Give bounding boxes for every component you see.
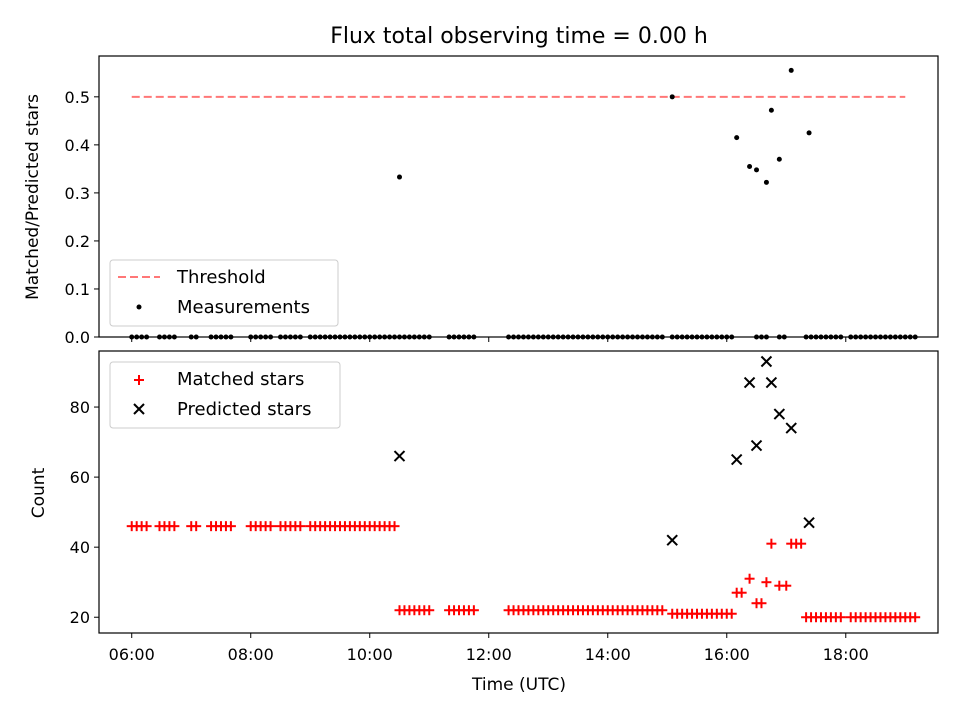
matched-star-point xyxy=(835,612,846,623)
matched-star-point xyxy=(756,598,767,609)
legend-predicted-label: Predicted stars xyxy=(177,399,311,420)
measurement-point xyxy=(788,67,794,73)
predicted-star-point xyxy=(773,408,786,420)
x-tick-label: 16:00 xyxy=(704,645,750,664)
top-x-ticks xyxy=(131,337,847,342)
bottom-panel: Count Time (UTC) 20 40 60 80 06:00 08:00 10:0… xyxy=(29,350,939,695)
bottom-x-ticks: 06:00 08:00 10:00 12:00 14:00 16:00 18:00 xyxy=(109,633,869,664)
x-axis-label: Time (UTC) xyxy=(471,675,566,695)
legend-measurements-swatch xyxy=(136,304,142,310)
measurement-point xyxy=(754,167,760,173)
matched-star-point xyxy=(657,605,668,616)
matched-star-point xyxy=(169,521,180,532)
legend-threshold-label: Threshold xyxy=(176,267,266,288)
measurement-point xyxy=(734,135,740,141)
matched-star-point xyxy=(424,605,435,616)
top-y-tick-label: 0.3 xyxy=(65,184,90,203)
top-axes-frame xyxy=(98,55,939,338)
chart-title: Flux total observing time = 0.00 h xyxy=(330,24,708,49)
matched-star-point xyxy=(796,538,807,549)
x-tick-label: 18:00 xyxy=(823,645,869,664)
x-tick-label: 06:00 xyxy=(109,645,155,664)
matched-star-point xyxy=(141,521,152,532)
top-y-tick-label: 0.5 xyxy=(65,88,90,107)
measurement-point xyxy=(669,94,675,100)
predicted-star-point xyxy=(393,450,406,462)
bottom-y-ticks: 20 40 60 80 xyxy=(70,398,99,627)
matched-star-point xyxy=(191,521,202,532)
matched-star-point xyxy=(468,605,479,616)
top-legend: Threshold Measurements xyxy=(109,259,339,327)
bottom-y-tick-label: 60 xyxy=(70,468,90,487)
top-legend-box xyxy=(109,259,339,327)
predicted-star-point xyxy=(803,516,815,529)
measurement-point xyxy=(747,163,753,169)
x-tick-label: 10:00 xyxy=(347,645,393,664)
matched-star-point xyxy=(389,521,400,532)
matched-star-point xyxy=(781,580,792,591)
matched-star-point xyxy=(910,612,921,623)
top-y-tick-label: 0.0 xyxy=(65,328,90,347)
top-y-ticks: 0.0 0.1 0.2 0.3 0.4 0.5 xyxy=(65,88,99,347)
top-y-tick-label: 0.1 xyxy=(65,280,90,299)
predicted-star-point xyxy=(730,453,743,466)
bottom-axes-frame xyxy=(98,350,939,634)
matched-star-point xyxy=(736,587,747,598)
x-tick-label: 14:00 xyxy=(585,645,631,664)
x-tick-label: 12:00 xyxy=(466,645,512,664)
matched-star-point xyxy=(726,608,737,619)
bottom-marks xyxy=(126,355,921,623)
predicted-star-point xyxy=(743,376,756,389)
predicted-star-point xyxy=(760,355,773,368)
bottom-legend: Matched stars Predicted stars xyxy=(109,361,341,429)
matched-star-point xyxy=(265,521,276,532)
bottom-y-tick-label: 80 xyxy=(70,398,90,417)
legend-predicted-swatch xyxy=(133,403,145,415)
legend-measurements-label: Measurements xyxy=(177,297,310,318)
top-y-tick-label: 0.2 xyxy=(65,232,90,251)
x-tick-label: 08:00 xyxy=(228,645,274,664)
measurement-point xyxy=(763,179,769,185)
legend-matched-swatch xyxy=(134,375,144,385)
top-panel: Flux total observing time = 0.00 h Match… xyxy=(23,24,939,347)
matched-star-point xyxy=(761,577,772,588)
bottom-y-axis-label: Count xyxy=(29,467,49,518)
bottom-y-tick-label: 20 xyxy=(70,608,90,627)
predicted-star-point xyxy=(666,534,678,546)
matched-star-point xyxy=(295,521,306,532)
bottom-legend-box xyxy=(109,361,341,429)
measurement-point xyxy=(806,130,812,136)
predicted-star-point xyxy=(785,422,797,434)
predicted-star-point xyxy=(765,376,778,389)
predicted-star-point xyxy=(750,439,763,452)
top-y-tick-label: 0.4 xyxy=(65,136,90,155)
bottom-y-tick-label: 40 xyxy=(70,538,90,557)
measurement-point xyxy=(768,107,774,113)
measurement-point xyxy=(776,156,782,162)
matched-star-point xyxy=(744,573,755,584)
legend-matched-label: Matched stars xyxy=(177,369,304,390)
matched-star-point xyxy=(225,521,236,532)
matched-star-point xyxy=(766,538,777,549)
top-y-axis-label: Matched/Predicted stars xyxy=(23,94,43,300)
measurement-point xyxy=(396,174,402,180)
